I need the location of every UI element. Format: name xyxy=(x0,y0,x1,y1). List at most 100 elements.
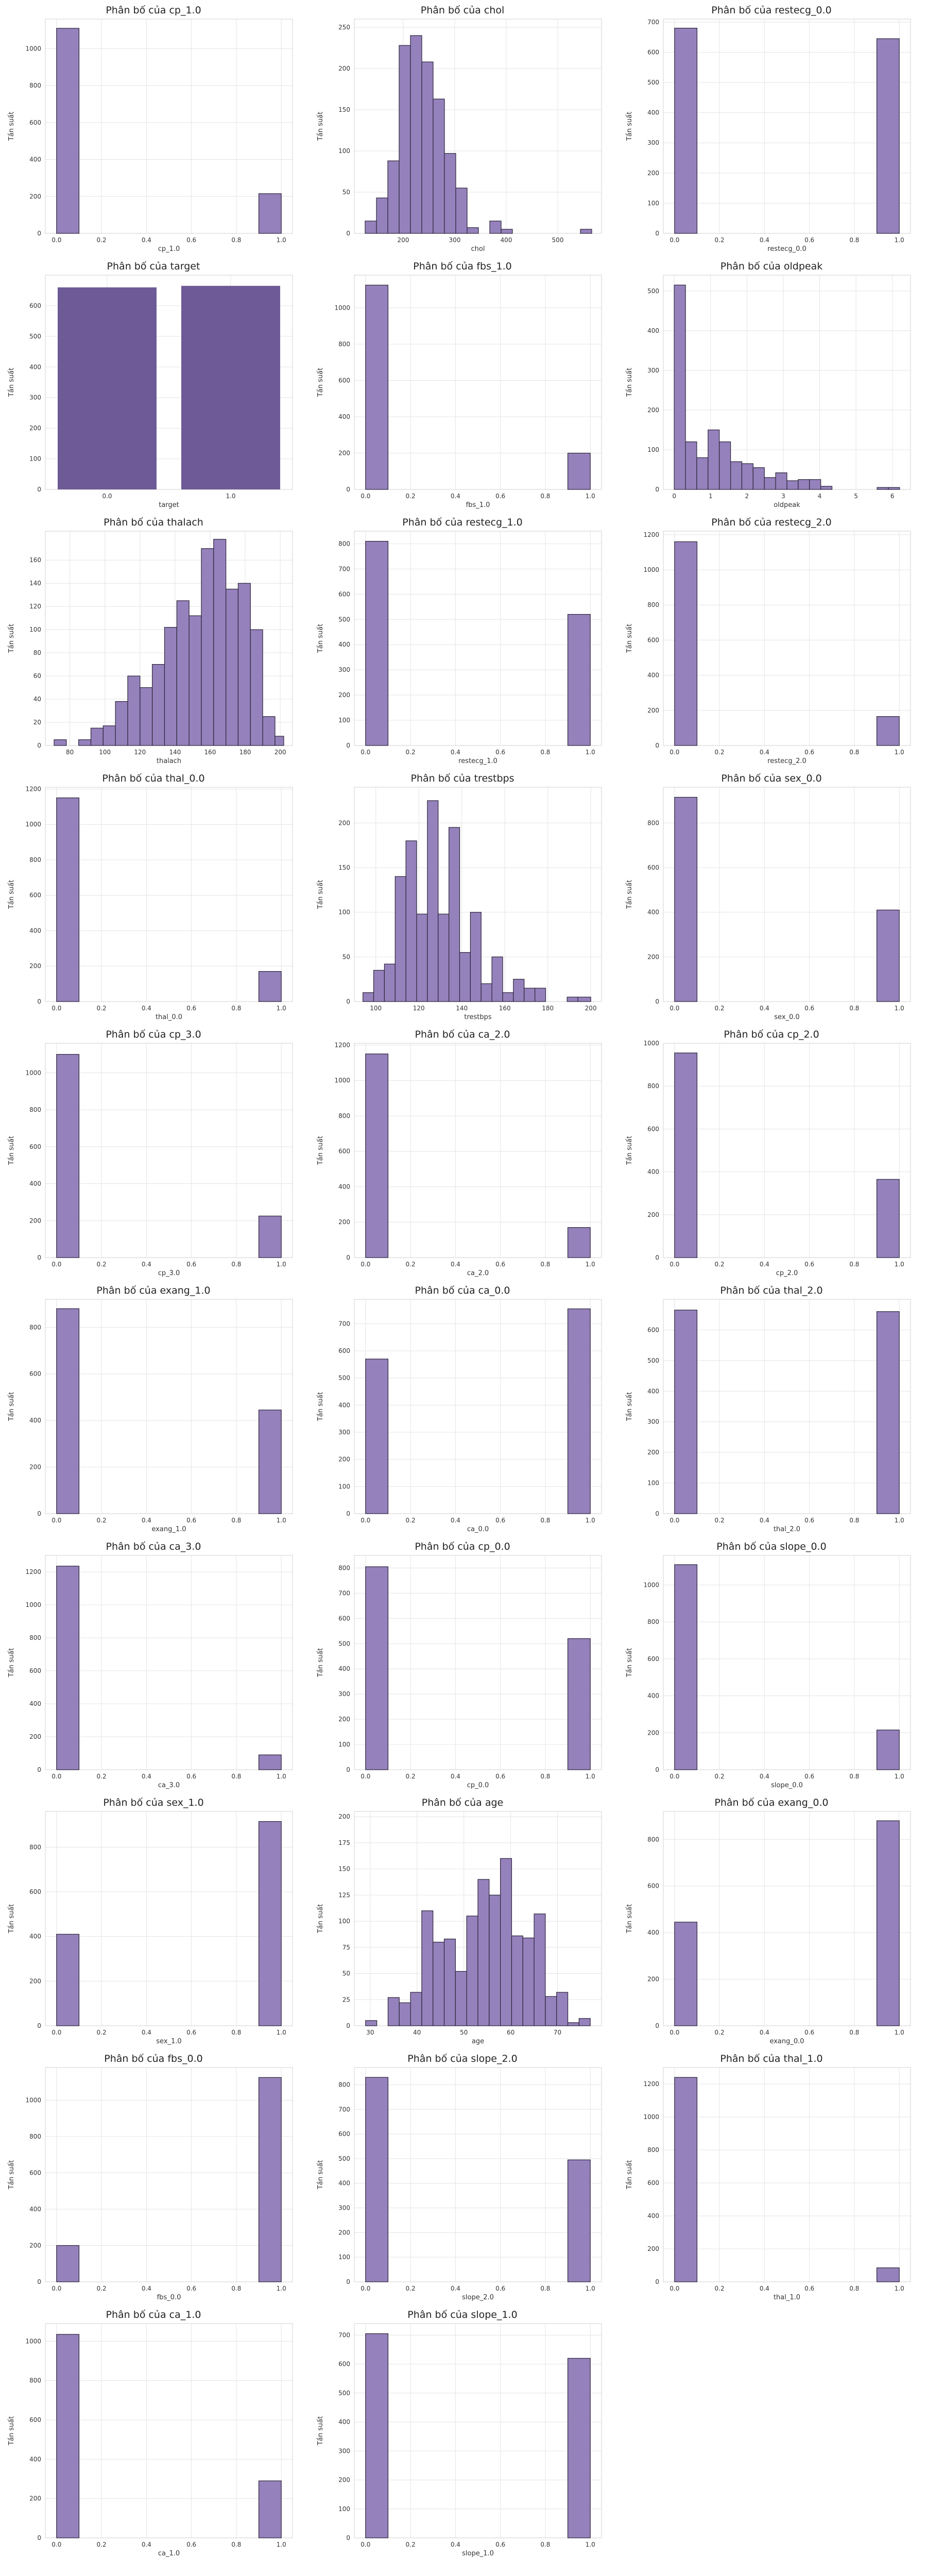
histogram-svg: 0 100 200 300 400 500 600 0.0 1.0 target Tần suất xyxy=(8,275,293,509)
x-tick-label: 0.2 xyxy=(406,1517,416,1524)
y-tick-label: 200 xyxy=(29,425,41,432)
y-tick-label: 1200 xyxy=(334,1041,350,1048)
y-tick-label: 400 xyxy=(29,1700,41,1707)
y-tick-label: 600 xyxy=(338,2361,350,2368)
histogram-bar xyxy=(775,472,787,490)
y-tick-label: 200 xyxy=(29,2495,41,2502)
x-tick-label: 0.0 xyxy=(670,2285,679,2292)
x-tick-label: 0.2 xyxy=(715,2285,725,2292)
x-tick-label: 30 xyxy=(366,2029,374,2036)
y-tick-label: 500 xyxy=(647,1357,659,1364)
histogram-bar xyxy=(500,1858,512,2026)
histogram-panel: Phân bố của ca_2.0 0 200 400 600 800 1000 1200 0… xyxy=(313,1026,612,1277)
x-tick-label: 0.6 xyxy=(804,1261,814,1268)
chart-title: Phân bố của exang_0.0 xyxy=(714,1797,829,1808)
y-tick-label: 1000 xyxy=(25,2337,41,2345)
x-tick-label: 0.8 xyxy=(849,1261,859,1268)
x-tick-label: 0.4 xyxy=(760,749,769,756)
y-tick-label: 400 xyxy=(647,109,659,116)
x-tick-label: 0.6 xyxy=(186,2285,196,2292)
x-tick-label: 80 xyxy=(66,749,74,756)
histogram-panel: Phân bố của thal_0.0 0 200 400 600 800 1000 120… xyxy=(4,770,303,1021)
histogram-panel: Phân bố của oldpeak 0 100 200 300 400 500 0 1 2 3 4… xyxy=(622,258,921,509)
x-tick-label: 1.0 xyxy=(277,2285,286,2292)
y-tick-label: 200 xyxy=(29,1217,41,1224)
histogram-bar xyxy=(365,1054,389,1258)
histogram-bar xyxy=(580,229,592,234)
y-tick-label: 600 xyxy=(647,864,659,871)
y-tick-label: 1200 xyxy=(643,531,659,538)
x-tick-label: 0.2 xyxy=(97,2541,107,2548)
y-tick-label: 600 xyxy=(647,1655,659,1663)
x-tick-label: 200 xyxy=(585,1005,597,1012)
x-tick-label: 0.6 xyxy=(804,2029,814,2036)
y-tick-label: 0 xyxy=(346,230,350,237)
y-tick-label: 300 xyxy=(338,2205,350,2212)
x-tick-label: 0.6 xyxy=(495,1517,505,1524)
y-tick-label: 100 xyxy=(338,909,350,916)
y-tick-label: 400 xyxy=(647,909,659,916)
y-tick-label: 40 xyxy=(33,696,41,703)
histogram-bar xyxy=(752,467,765,490)
y-tick-label: 400 xyxy=(647,1929,659,1936)
x-axis-label: cp_3.0 xyxy=(158,1269,180,1277)
histogram-bar xyxy=(384,963,396,1002)
y-tick-label: 1000 xyxy=(643,1581,659,1588)
x-tick-label: 1.0 xyxy=(586,1261,595,1268)
x-axis-label: trestbps xyxy=(464,1013,492,1021)
y-tick-label: 400 xyxy=(338,1183,350,1190)
histogram-bar xyxy=(152,664,165,746)
histogram-panel: Phân bố của sex_0.0 0 200 400 600 800 0.0 0.2 0.… xyxy=(622,770,921,1021)
x-tick-label: 0.8 xyxy=(540,749,550,756)
y-axis-label: Tần suất xyxy=(626,1136,633,1165)
x-tick-label: 0.0 xyxy=(670,1261,679,1268)
histogram-panel: Phân bố của restecg_1.0 0 100 200 300 400 500 6… xyxy=(313,514,612,765)
histogram-bar xyxy=(102,725,116,746)
histogram-bar xyxy=(410,1992,422,2026)
y-tick-label: 600 xyxy=(647,2179,659,2187)
y-tick-label: 400 xyxy=(29,2206,41,2213)
histogram-bar xyxy=(455,1971,467,2026)
x-tick-label: 0.0 xyxy=(670,1773,679,1780)
histogram-bar xyxy=(674,2077,698,2282)
histogram-bar xyxy=(399,2002,411,2026)
histogram-bar xyxy=(363,992,374,1002)
histogram-svg: 0 200 400 600 800 0.0 0.2 0.4 0.6 0.8 1.0 sex_1.0 Tầ… xyxy=(8,1811,293,2045)
x-tick-label: 160 xyxy=(204,749,216,756)
x-tick-label: 0.4 xyxy=(451,493,460,500)
histogram-bar xyxy=(387,1997,400,2026)
x-tick-label: 0.8 xyxy=(231,1773,241,1780)
y-tick-label: 0 xyxy=(346,998,350,1005)
chart-title: Phân bố của ca_1.0 xyxy=(106,2309,201,2320)
x-tick-label: 0.4 xyxy=(760,1517,769,1524)
histogram-bar xyxy=(176,600,190,746)
histogram-bar xyxy=(365,284,389,490)
plot-frame xyxy=(354,2067,602,2282)
x-tick-label: 5 xyxy=(854,493,858,500)
x-tick-label: 160 xyxy=(499,1005,511,1012)
y-tick-label: 600 xyxy=(29,2416,41,2424)
histogram-bar xyxy=(556,1992,569,2026)
x-tick-label: 140 xyxy=(456,1005,468,1012)
y-tick-label: 60 xyxy=(33,672,41,680)
y-tick-label: 300 xyxy=(647,367,659,374)
y-tick-label: 1000 xyxy=(334,1077,350,1084)
y-tick-label: 400 xyxy=(29,1417,41,1424)
plot-frame xyxy=(663,1811,911,2026)
histogram-bar xyxy=(674,1564,698,1770)
y-tick-label: 200 xyxy=(338,819,350,826)
histogram-panel: Phân bố của slope_2.0 0 100 200 300 400 500 600… xyxy=(313,2050,612,2301)
y-tick-label: 700 xyxy=(338,565,350,572)
y-axis-label: Tần suất xyxy=(8,112,15,141)
y-tick-label: 0 xyxy=(655,486,659,493)
x-tick-label: 0.6 xyxy=(186,1517,196,1524)
x-axis-label: cp_0.0 xyxy=(467,1782,489,1789)
y-tick-label: 400 xyxy=(338,2418,350,2426)
y-axis-label: Tần suất xyxy=(626,1904,633,1934)
x-tick-label: 0.8 xyxy=(231,236,241,244)
y-tick-label: 400 xyxy=(29,1933,41,1940)
histogram-bar xyxy=(567,614,591,746)
histogram-panel: Phân bố của cp_2.0 0 200 400 600 800 1000 0.0 0.… xyxy=(622,1026,921,1277)
y-tick-label: 0 xyxy=(346,1510,350,1517)
x-tick-label: 0.2 xyxy=(715,1773,725,1780)
